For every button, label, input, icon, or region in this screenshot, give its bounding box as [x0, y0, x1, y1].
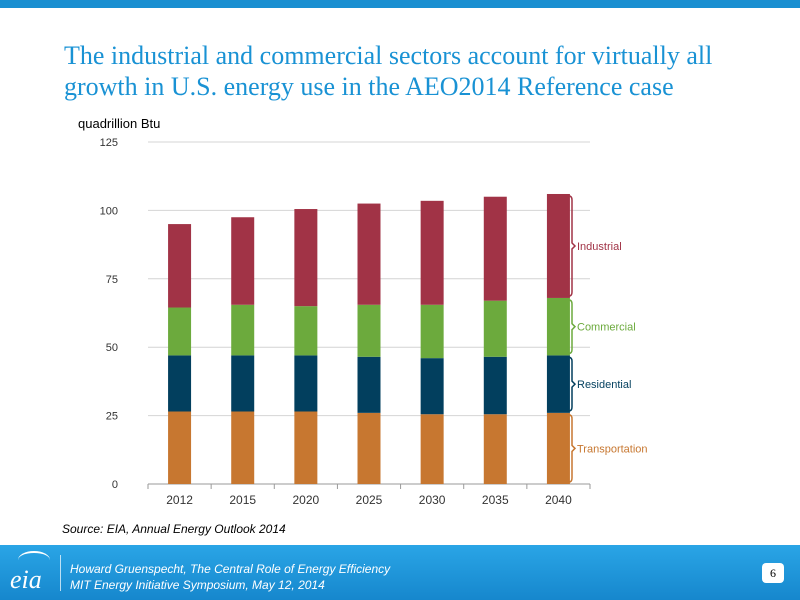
legend-bracket-commercial	[568, 299, 577, 355]
bar-transportation-2030	[420, 414, 444, 484]
bar-residential-2012	[168, 355, 192, 412]
legend-label-industrial: Industrial	[577, 241, 622, 253]
legend-label-residential: Residential	[577, 379, 631, 391]
eia-logo-arc	[18, 551, 50, 569]
bar-residential-2035	[483, 356, 507, 415]
x-tick-label: 2015	[229, 493, 256, 507]
bar-commercial-2040	[546, 297, 570, 356]
y-tick-label: 125	[100, 137, 118, 149]
bar-industrial-2025	[357, 203, 381, 305]
bar-residential-2020	[294, 355, 318, 412]
bar-industrial-2035	[483, 196, 507, 301]
y-tick-label: 50	[106, 342, 118, 354]
bar-commercial-2030	[420, 304, 444, 359]
bar-commercial-2020	[294, 306, 318, 356]
eia-logo: eia	[10, 565, 42, 594]
bar-commercial-2015	[231, 304, 255, 356]
bar-industrial-2012	[168, 224, 192, 308]
bar-industrial-2030	[420, 200, 444, 305]
x-tick-label: 2035	[482, 493, 509, 507]
slide-title: The industrial and commercial sectors ac…	[64, 41, 713, 101]
bar-commercial-2035	[483, 300, 507, 357]
source-note: Source: EIA, Annual Energy Outlook 2014	[62, 522, 286, 536]
x-tick-label: 2030	[419, 493, 446, 507]
bar-industrial-2040	[546, 193, 570, 298]
x-tick-label: 2025	[356, 493, 383, 507]
x-tick-label: 2040	[545, 493, 572, 507]
bar-residential-2040	[546, 355, 570, 413]
bar-transportation-2015	[231, 411, 255, 484]
legend-bracket-industrial	[568, 195, 577, 297]
top-accent-bar	[0, 0, 800, 8]
bar-transportation-2040	[546, 412, 570, 484]
y-axis-units: quadrillion Btu	[78, 116, 161, 131]
page-number: 6	[762, 563, 784, 583]
legend-bracket-residential	[568, 356, 577, 412]
footer-divider	[60, 555, 61, 591]
legend-label-commercial: Commercial	[577, 322, 636, 334]
y-tick-label: 100	[100, 205, 118, 217]
bar-transportation-2025	[357, 412, 381, 484]
y-tick-label: 25	[106, 411, 118, 423]
bar-transportation-2020	[294, 411, 318, 484]
bar-commercial-2025	[357, 304, 381, 357]
bar-industrial-2020	[294, 209, 318, 307]
legend-bracket-transportation	[568, 414, 577, 483]
stacked-bar-chart: 0 25 50 75 100 125 2012 2015 2020 2025 2030 2035 204…	[100, 137, 648, 507]
bar-industrial-2015	[231, 217, 255, 305]
bar-transportation-2012	[168, 411, 192, 484]
bar-residential-2025	[357, 356, 381, 413]
x-tick-label: 2020	[293, 493, 320, 507]
footer-event: MIT Energy Initiative Symposium, May 12,…	[70, 578, 325, 592]
y-tick-label: 0	[112, 479, 118, 491]
y-tick-label: 75	[106, 274, 118, 286]
bar-commercial-2012	[168, 307, 192, 356]
footer-presenter: Howard Gruenspecht, The Central Role of …	[70, 562, 391, 576]
bar-residential-2030	[420, 358, 444, 415]
bar-residential-2015	[231, 355, 255, 412]
x-tick-label: 2012	[166, 493, 193, 507]
footer-bar: eia Howard Gruenspecht, The Central Role…	[0, 545, 800, 600]
bar-transportation-2035	[483, 414, 507, 484]
legend-label-transportation: Transportation	[577, 443, 648, 455]
